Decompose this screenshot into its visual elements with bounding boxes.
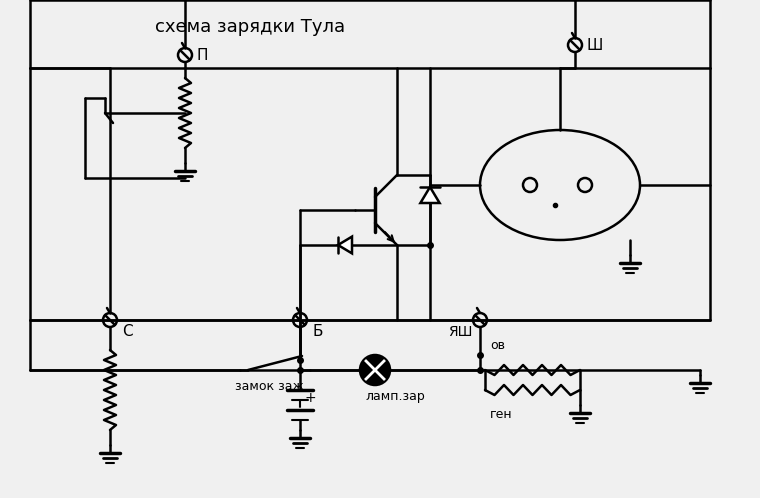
Text: +: +: [305, 391, 317, 405]
Polygon shape: [338, 237, 352, 253]
Text: ламп.зар: ламп.зар: [365, 390, 425, 403]
Text: замок заж: замок заж: [235, 380, 304, 393]
Text: П: П: [197, 47, 208, 63]
Text: С: С: [122, 324, 133, 339]
Text: схема зарядки Тула: схема зарядки Тула: [155, 18, 345, 36]
Text: ЯШ: ЯШ: [448, 325, 472, 339]
Polygon shape: [420, 187, 439, 203]
Text: ов: ов: [490, 339, 505, 352]
Text: Б: Б: [312, 324, 322, 339]
Text: Ш: Ш: [587, 37, 603, 52]
Text: ген: ген: [490, 408, 513, 421]
Circle shape: [360, 355, 390, 385]
